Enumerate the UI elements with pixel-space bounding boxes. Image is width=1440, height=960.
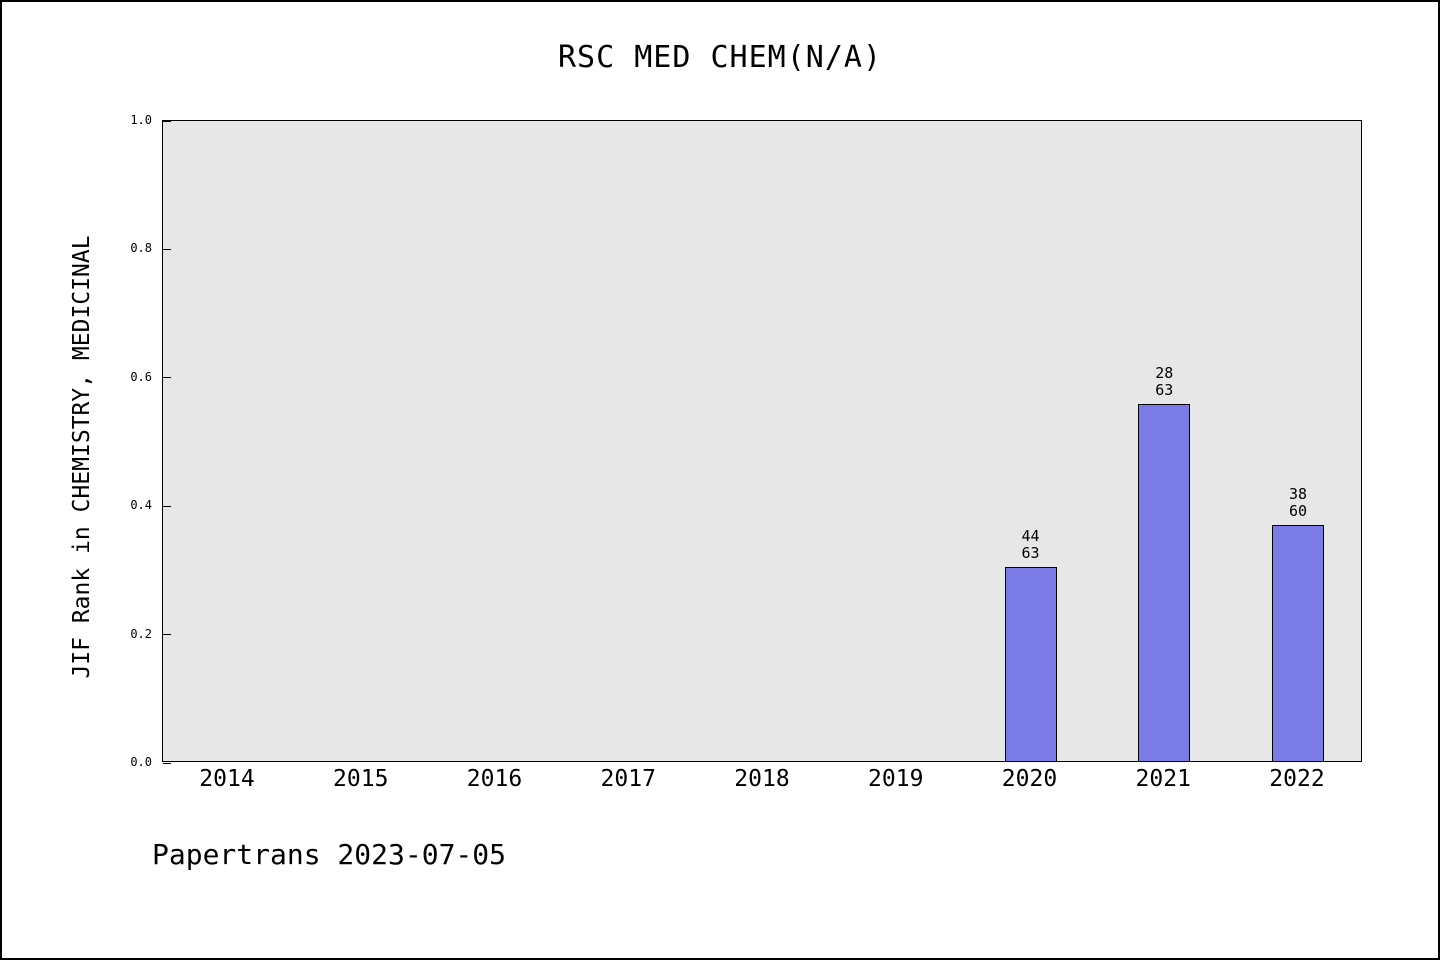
- x-tick-label: 2019: [868, 766, 924, 792]
- y-tick-mark: [163, 248, 171, 250]
- y-tick-label: 0.4: [130, 498, 152, 513]
- plot-area: 44 63 28 63 38 60: [162, 120, 1362, 764]
- y-tick-mark: [163, 377, 171, 379]
- x-tick-label: 2022: [1269, 766, 1325, 792]
- y-tick-label: 1.0: [130, 113, 152, 127]
- y-tick-mark: [163, 762, 171, 764]
- bar-2022: [1272, 525, 1324, 761]
- bar-2021: [1138, 404, 1191, 761]
- x-tick-label: 2015: [333, 766, 389, 792]
- y-tick-label: 0.0: [130, 755, 152, 769]
- x-tick-label: 2021: [1135, 766, 1191, 792]
- x-axis: 2014 2015 2016 2017 2018 2019 2020 2021 2022: [162, 766, 1362, 800]
- chart-title: RSC MED CHEM(N/A): [557, 40, 883, 75]
- x-tick-label: 2016: [466, 766, 523, 792]
- y-tick-mark: [163, 120, 171, 122]
- x-tick-label: 2018: [734, 766, 790, 792]
- y-tick-label: 0.8: [130, 241, 152, 256]
- x-tick-label: 2017: [600, 766, 656, 792]
- y-tick-mark: [163, 505, 171, 507]
- bar-value-label: 28 63: [1155, 364, 1174, 400]
- x-tick-label: 2014: [199, 766, 255, 792]
- watermark-text: Papertrans 2023-07-05: [152, 838, 507, 871]
- y-axis: 0.0 0.2 0.4 0.6 0.8 1.0: [2, 113, 162, 769]
- x-tick-label: 2020: [1001, 766, 1058, 792]
- bar-value-label: 38 60: [1288, 485, 1308, 521]
- y-tick-label: 0.6: [130, 369, 152, 384]
- bar-value-label: 44 63: [1021, 527, 1040, 563]
- y-tick-mark: [163, 634, 171, 636]
- y-tick-label: 0.2: [130, 626, 152, 641]
- bar-2020: [1004, 567, 1057, 761]
